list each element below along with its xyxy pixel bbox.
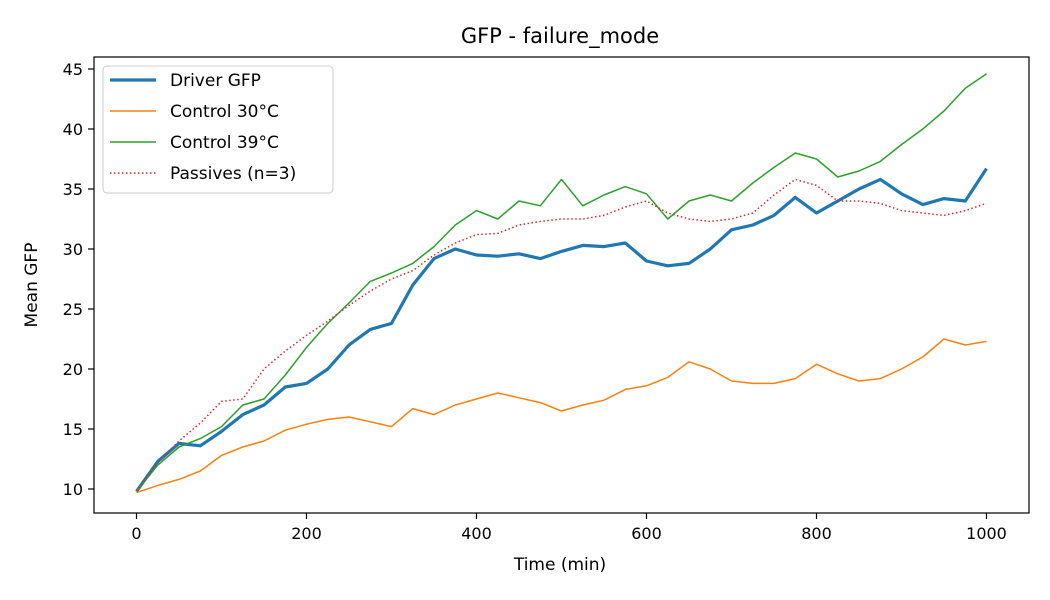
legend-box	[102, 65, 334, 194]
x-tick-label: 800	[801, 524, 832, 543]
x-axis-label: Time (min)	[513, 555, 606, 575]
legend-label-3: Passives (n=3)	[170, 164, 296, 184]
y-tick-label: 45	[63, 60, 83, 79]
chart-title: GFP - failure_mode	[461, 24, 659, 49]
y-tick-label: 40	[63, 120, 83, 139]
y-axis-label: Mean GFP	[22, 243, 42, 328]
series-line-2	[135, 73, 987, 492]
y-tick-label: 10	[63, 480, 83, 499]
series-line-3	[135, 178, 987, 492]
x-tick-label: 1000	[966, 524, 1007, 543]
series-line-1	[136, 338, 987, 494]
plot-lines	[135, 73, 988, 494]
y-tick-label: 15	[63, 420, 83, 439]
x-tick-label: 600	[631, 524, 662, 543]
legend-label-1: Control 30°C	[170, 102, 279, 122]
y-tick-label: 30	[63, 240, 83, 259]
plot-frame	[93, 56, 1030, 514]
legend-label-2: Control 39°C	[170, 133, 279, 153]
y-tick-label: 25	[63, 300, 83, 319]
y-tick-label: 35	[63, 180, 83, 199]
x-axis: 0 200 400 600 800 1000	[131, 513, 1007, 543]
x-tick-label: 200	[291, 524, 322, 543]
series-line-0	[135, 167, 988, 493]
y-tick-label: 20	[63, 360, 83, 379]
x-tick-label: 0	[131, 524, 141, 543]
y-axis: 10 15 20 25 30 35 40 45	[63, 60, 94, 499]
x-tick-label: 400	[461, 524, 492, 543]
legend-label-0: Driver GFP	[170, 71, 261, 91]
legend: Driver GFP Control 30°C Control 39°C Passiv…	[102, 65, 334, 194]
